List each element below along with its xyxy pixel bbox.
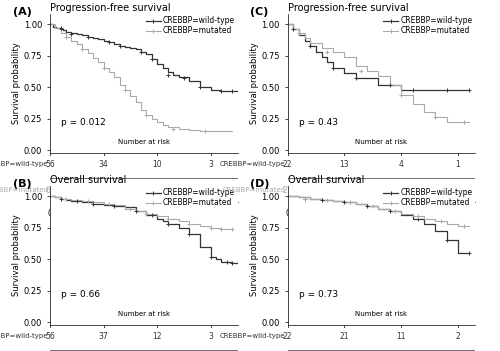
Text: (C): (C)	[250, 7, 268, 17]
Text: Number at risk: Number at risk	[355, 311, 408, 317]
Text: CREBBP=wild-type: CREBBP=wild-type	[220, 161, 286, 167]
Text: 16: 16	[340, 186, 349, 195]
Text: 30: 30	[98, 186, 108, 195]
Text: 11: 11	[396, 332, 406, 341]
X-axis label: Time (years): Time (years)	[120, 220, 168, 229]
Text: 34: 34	[98, 160, 108, 169]
Text: 2: 2	[456, 186, 460, 195]
Text: 37: 37	[98, 332, 108, 341]
Text: Overall survival: Overall survival	[288, 175, 364, 185]
Legend: CREBBP=wild-type, CREBBP=mutated: CREBBP=wild-type, CREBBP=mutated	[382, 15, 474, 36]
Text: (B): (B)	[12, 179, 31, 189]
Text: 61: 61	[45, 186, 55, 195]
Text: Progression-free survival: Progression-free survival	[50, 3, 170, 13]
Text: 27: 27	[282, 186, 292, 195]
Y-axis label: Survival probability: Survival probability	[12, 214, 21, 296]
Text: (D): (D)	[250, 179, 270, 189]
Text: p = 0.43: p = 0.43	[299, 118, 338, 127]
Text: 22: 22	[283, 332, 292, 341]
Text: Number at risk: Number at risk	[118, 139, 170, 145]
Legend: CREBBP=wild-type, CREBBP=mutated: CREBBP=wild-type, CREBBP=mutated	[145, 15, 236, 36]
Text: 21: 21	[340, 332, 349, 341]
Text: 10: 10	[152, 160, 162, 169]
Text: 9: 9	[154, 186, 160, 195]
Text: p = 0.66: p = 0.66	[61, 290, 100, 299]
Text: p = 0.73: p = 0.73	[299, 290, 338, 299]
Text: 13: 13	[340, 160, 349, 169]
Text: 3: 3	[208, 332, 213, 341]
Text: 1: 1	[456, 160, 460, 169]
Text: Number at risk: Number at risk	[355, 139, 408, 145]
Text: p = 0.012: p = 0.012	[61, 118, 106, 127]
Y-axis label: Survival probability: Survival probability	[250, 214, 258, 296]
Text: CREBBP=wild-type: CREBBP=wild-type	[0, 161, 48, 167]
Text: 56: 56	[45, 160, 55, 169]
Text: 22: 22	[283, 160, 292, 169]
Text: 3: 3	[208, 186, 213, 195]
X-axis label: Time (years): Time (years)	[357, 220, 406, 229]
Text: 4: 4	[398, 160, 404, 169]
Text: 56: 56	[45, 332, 55, 341]
Text: Overall survival: Overall survival	[50, 175, 126, 185]
Text: CREBBP=mutated: CREBBP=mutated	[222, 187, 286, 193]
Text: CREBBP=wild-type: CREBBP=wild-type	[220, 333, 286, 339]
Text: Progression-free survival: Progression-free survival	[288, 3, 408, 13]
Legend: CREBBP=wild-type, CREBBP=mutated: CREBBP=wild-type, CREBBP=mutated	[382, 187, 474, 208]
Text: 2: 2	[456, 332, 460, 341]
Text: (A): (A)	[12, 7, 32, 17]
Legend: CREBBP=wild-type, CREBBP=mutated: CREBBP=wild-type, CREBBP=mutated	[145, 187, 236, 208]
Text: 5: 5	[398, 186, 404, 195]
Y-axis label: Survival probability: Survival probability	[250, 42, 258, 124]
Text: CREBBP=mutated: CREBBP=mutated	[0, 187, 48, 193]
Text: Number at risk: Number at risk	[118, 311, 170, 317]
Text: CREBBP=wild-type: CREBBP=wild-type	[0, 333, 48, 339]
Y-axis label: Survival probability: Survival probability	[12, 42, 21, 124]
Text: 3: 3	[208, 160, 213, 169]
Text: 12: 12	[152, 332, 162, 341]
